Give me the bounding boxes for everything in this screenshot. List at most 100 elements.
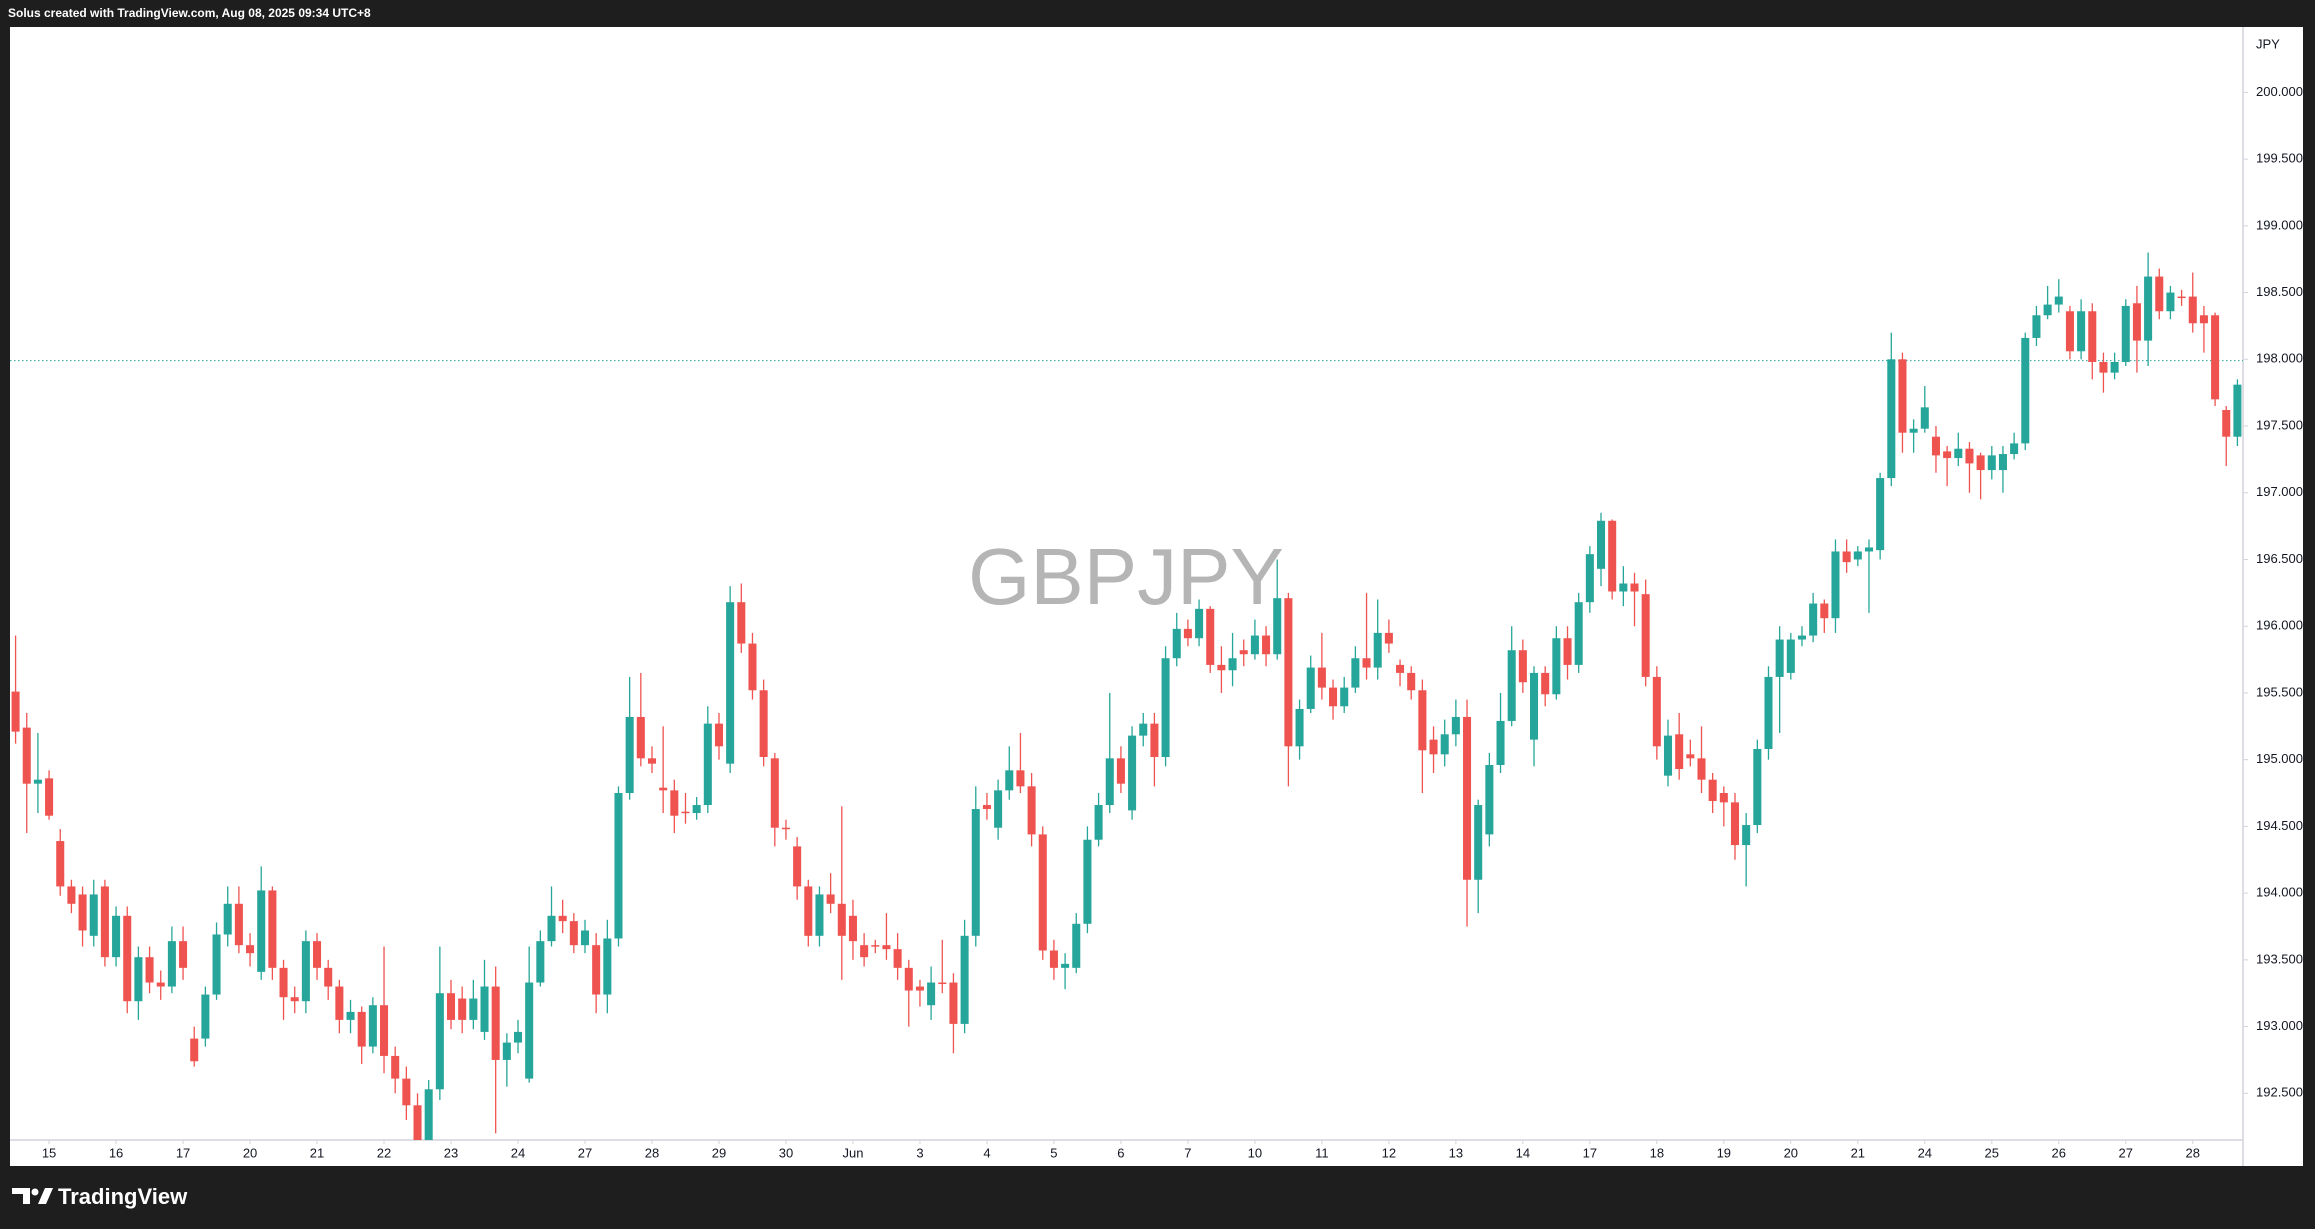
candle-body	[547, 915, 556, 942]
candle-body	[871, 945, 880, 947]
candle-body	[1596, 520, 1606, 569]
x-tick-label: 16	[109, 1145, 123, 1160]
candle-body	[179, 941, 188, 968]
candle-body	[112, 915, 121, 958]
candle-body	[1206, 608, 1215, 665]
candle-body	[1753, 748, 1762, 826]
y-tick-label: 194.000	[2256, 885, 2303, 900]
x-tick-label: 22	[377, 1145, 391, 1160]
candle-body	[848, 915, 857, 942]
candle-body	[748, 643, 757, 691]
candle-body	[234, 903, 243, 946]
candle-body	[156, 982, 165, 987]
candle-body	[1697, 758, 1706, 780]
x-tick-label: 20	[243, 1145, 257, 1160]
x-tick-label: 29	[712, 1145, 726, 1160]
candle-body	[603, 938, 612, 995]
candle-body	[1552, 638, 1561, 695]
candle-body	[860, 945, 869, 958]
candle-body	[1273, 598, 1282, 655]
candle-body	[56, 841, 65, 887]
candle-body	[513, 1031, 523, 1043]
candle-body	[1518, 650, 1527, 683]
candle-body	[190, 1038, 199, 1062]
candle-body	[424, 1089, 433, 1140]
candle-body	[1317, 667, 1326, 688]
candle-body	[558, 915, 567, 922]
candle-body	[2088, 311, 2097, 362]
candle-body	[1619, 583, 1628, 592]
candle-body	[1396, 664, 1405, 673]
candle-body	[1407, 672, 1416, 691]
candle-body	[759, 690, 768, 757]
candle-body	[1831, 551, 1840, 619]
candle-body	[536, 941, 545, 983]
candle-body	[1909, 428, 1918, 433]
y-tick-label: 193.000	[2256, 1018, 2303, 1033]
candle-body	[2021, 337, 2030, 444]
candle-body	[1172, 628, 1181, 659]
candle-body	[726, 602, 735, 764]
candle-body	[357, 1011, 366, 1047]
candle-body	[614, 793, 623, 939]
candle-body	[1083, 839, 1092, 924]
candle-body	[636, 716, 645, 759]
candle-body	[1809, 603, 1818, 636]
candle-body	[1730, 802, 1740, 846]
candle-body	[1530, 672, 1539, 740]
candle-body	[904, 967, 913, 991]
candle-body	[781, 827, 790, 830]
candle-body	[2211, 315, 2220, 400]
candle-body	[1585, 554, 1594, 603]
candle-body	[1105, 758, 1114, 806]
candle-body	[1797, 635, 1807, 640]
candle-body	[826, 894, 835, 904]
candle-body	[1663, 735, 1673, 776]
x-tick-label: 20	[1784, 1145, 1798, 1160]
candle-body	[592, 945, 601, 995]
candle-body	[2054, 296, 2063, 305]
candle-body	[1038, 834, 1047, 951]
candle-body	[938, 982, 947, 985]
candle-body	[2043, 304, 2052, 316]
x-tick-label: 21	[310, 1145, 324, 1160]
candle-body	[2188, 296, 2197, 324]
candle-body	[670, 790, 679, 816]
candle-body	[770, 758, 779, 828]
candle-body	[1954, 448, 1963, 459]
y-tick-label: 196.000	[2256, 618, 2303, 633]
candle-body	[2155, 276, 2164, 312]
x-tick-label: 28	[2186, 1145, 2200, 1160]
candle-body	[1920, 407, 1929, 429]
header-text: Solus created with TradingView.com, Aug …	[8, 6, 371, 20]
candle-body	[1708, 779, 1717, 802]
x-tick-label: 18	[1650, 1145, 1664, 1160]
candle-body	[1284, 598, 1293, 747]
y-tick-label: 198.000	[2256, 351, 2303, 366]
candle-body	[123, 915, 132, 1002]
candle-body	[2032, 315, 2041, 338]
candle-body	[11, 691, 20, 732]
candle-body	[100, 886, 109, 958]
x-tick-label: 21	[1851, 1145, 1865, 1160]
x-tick-label: 26	[2052, 1145, 2066, 1160]
candle-body	[33, 779, 42, 784]
candle-body	[815, 894, 824, 936]
candle-body	[480, 986, 489, 1032]
candle-body	[1451, 716, 1460, 735]
x-tick-label: 7	[1184, 1145, 1191, 1160]
candle-body	[491, 986, 500, 1060]
candle-body	[1943, 451, 1952, 459]
candle-body	[1128, 735, 1137, 811]
candle-body	[1608, 520, 1617, 592]
candle-body	[1775, 639, 1784, 677]
x-tick-label: 24	[1918, 1145, 1932, 1160]
candle-body	[22, 727, 31, 784]
x-tick-label: 17	[176, 1145, 190, 1160]
candle-body	[1239, 650, 1248, 655]
candle-body	[1887, 359, 1896, 479]
logo-slash	[38, 1188, 53, 1204]
candle-body	[2199, 315, 2208, 324]
candle-body	[1820, 603, 1829, 619]
x-tick-label: 4	[983, 1145, 990, 1160]
